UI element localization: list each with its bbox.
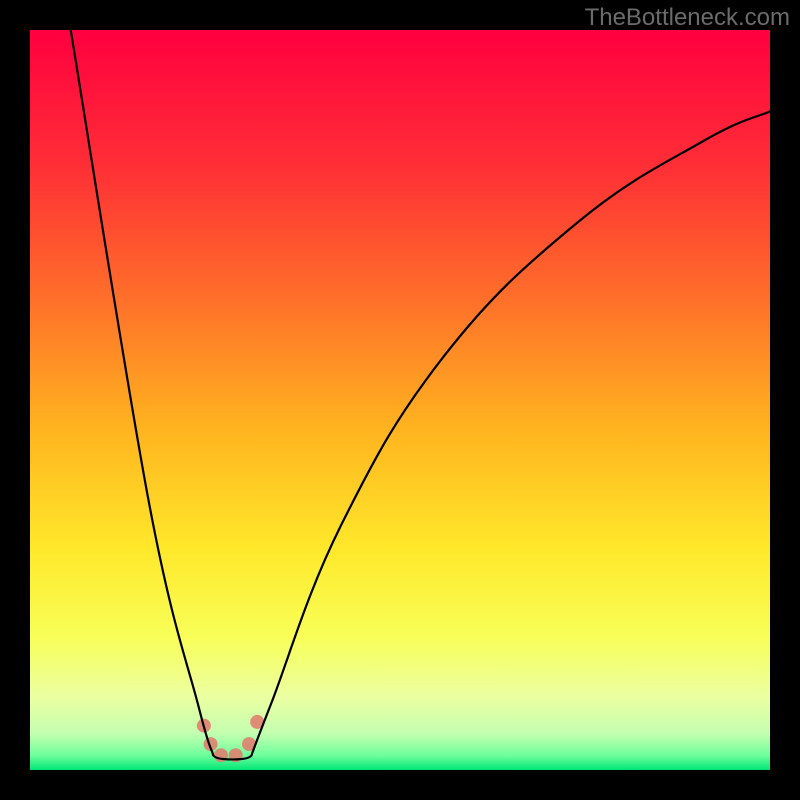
chart-frame: TheBottleneck.com bbox=[0, 0, 800, 800]
curve-path bbox=[71, 30, 770, 759]
bottleneck-curve bbox=[30, 30, 770, 770]
watermark-text: TheBottleneck.com bbox=[585, 4, 790, 32]
plot-area bbox=[30, 30, 770, 770]
